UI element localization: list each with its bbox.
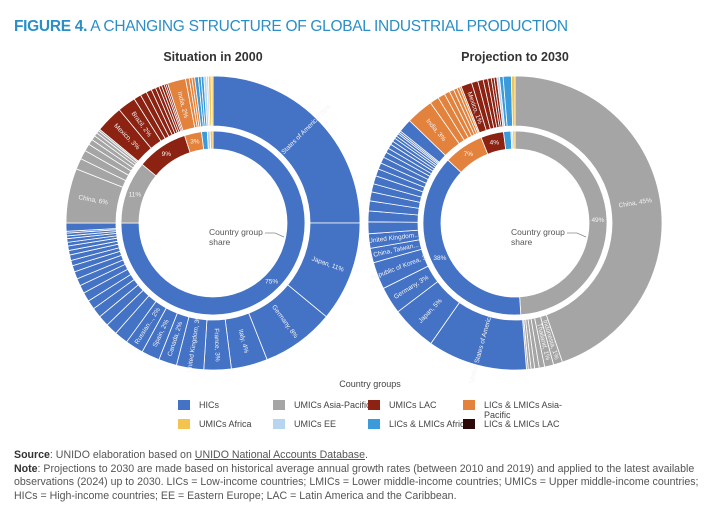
- source-line: Source: UNIDO elaboration based on UNIDO…: [14, 449, 714, 463]
- inner-ring-label: 75%: [265, 278, 278, 285]
- source-label: Source: [14, 449, 50, 461]
- legend-label: HICs: [199, 400, 219, 410]
- legend-item: LICs & LMICs Asia-Pacific: [463, 400, 563, 420]
- inner-ring-label: 9%: [162, 151, 172, 158]
- legend-title: Country groups: [339, 379, 401, 389]
- figure-title: FIGURE 4. A CHANGING STRUCTURE OF GLOBAL…: [14, 18, 568, 36]
- source-text: : UNIDO elaboration based on: [49, 449, 195, 461]
- legend-item: UMICs Africa: [178, 419, 252, 429]
- center-label: Country group: [209, 227, 263, 237]
- legend-label: UMICs Africa: [199, 419, 252, 429]
- inner-ring-label: 11%: [129, 192, 142, 199]
- source-end: .: [364, 449, 368, 461]
- inner-ring-label: 49%: [591, 217, 604, 224]
- legend-label: LICs & LMICs Asia-Pacific: [484, 400, 563, 420]
- legend-swatch: [368, 400, 380, 410]
- inner-ring-segment: [120, 130, 306, 316]
- legend-swatch: [273, 419, 285, 429]
- figure-label: FIGURE 4.: [14, 18, 88, 35]
- legend-item: UMICs LAC: [368, 400, 437, 410]
- leader-line: [567, 232, 587, 238]
- outer-ring-segment: [210, 75, 214, 127]
- legend-item: UMICs EE: [273, 419, 336, 429]
- legend-label: UMICs EE: [294, 419, 337, 429]
- legend-swatch: [273, 400, 285, 410]
- notes: Source: UNIDO elaboration based on UNIDO…: [14, 449, 714, 503]
- outer-ring-segment: [514, 75, 663, 363]
- note-line: Note: Projections to 2030 are made based…: [14, 463, 714, 504]
- legend-swatch: [463, 400, 475, 410]
- center-label: share: [209, 237, 231, 247]
- legend-label: UMICs LAC: [389, 400, 437, 410]
- inner-ring-label: 7%: [464, 151, 474, 158]
- legend-swatch: [368, 419, 380, 429]
- center-label: Country group: [511, 227, 565, 237]
- inner-ring-label: 4%: [490, 139, 500, 146]
- center-label: share: [511, 237, 533, 247]
- inner-ring-segment: [209, 130, 214, 150]
- legend-label: LICs & LMICs Africa: [389, 419, 470, 429]
- inner-ring-label: 38%: [433, 255, 446, 262]
- legend-label: LICs & LMICs LAC: [484, 419, 560, 429]
- outer-ring-label: France, 3%: [213, 328, 221, 362]
- chart-title-2000: Situation in 2000: [163, 50, 263, 64]
- legend-label: UMICs Asia-Pacific: [294, 400, 371, 410]
- source-link[interactable]: UNIDO National Accounts Database: [194, 449, 365, 461]
- chart-title-2030: Projection to 2030: [461, 50, 569, 64]
- legend-swatch: [463, 419, 475, 429]
- legend-swatch: [178, 419, 190, 429]
- outer-ring-segment: [510, 75, 516, 127]
- legend-item: UMICs Asia-Pacific: [273, 400, 371, 410]
- note-text: : Projections to 2030 are made based on …: [14, 462, 699, 502]
- leader-line: [265, 232, 285, 238]
- legend-item: LICs & LMICs LAC: [463, 419, 560, 429]
- figure-title-text: A CHANGING STRUCTURE OF GLOBAL INDUSTRIA…: [87, 18, 568, 35]
- inner-ring-label: 3%: [190, 139, 200, 146]
- inner-ring-segment: [512, 130, 516, 150]
- legend-swatch: [178, 400, 190, 410]
- legend-item: LICs & LMICs Africa: [368, 419, 470, 429]
- note-label: Note: [14, 462, 38, 475]
- legend-item: HICs: [178, 400, 219, 410]
